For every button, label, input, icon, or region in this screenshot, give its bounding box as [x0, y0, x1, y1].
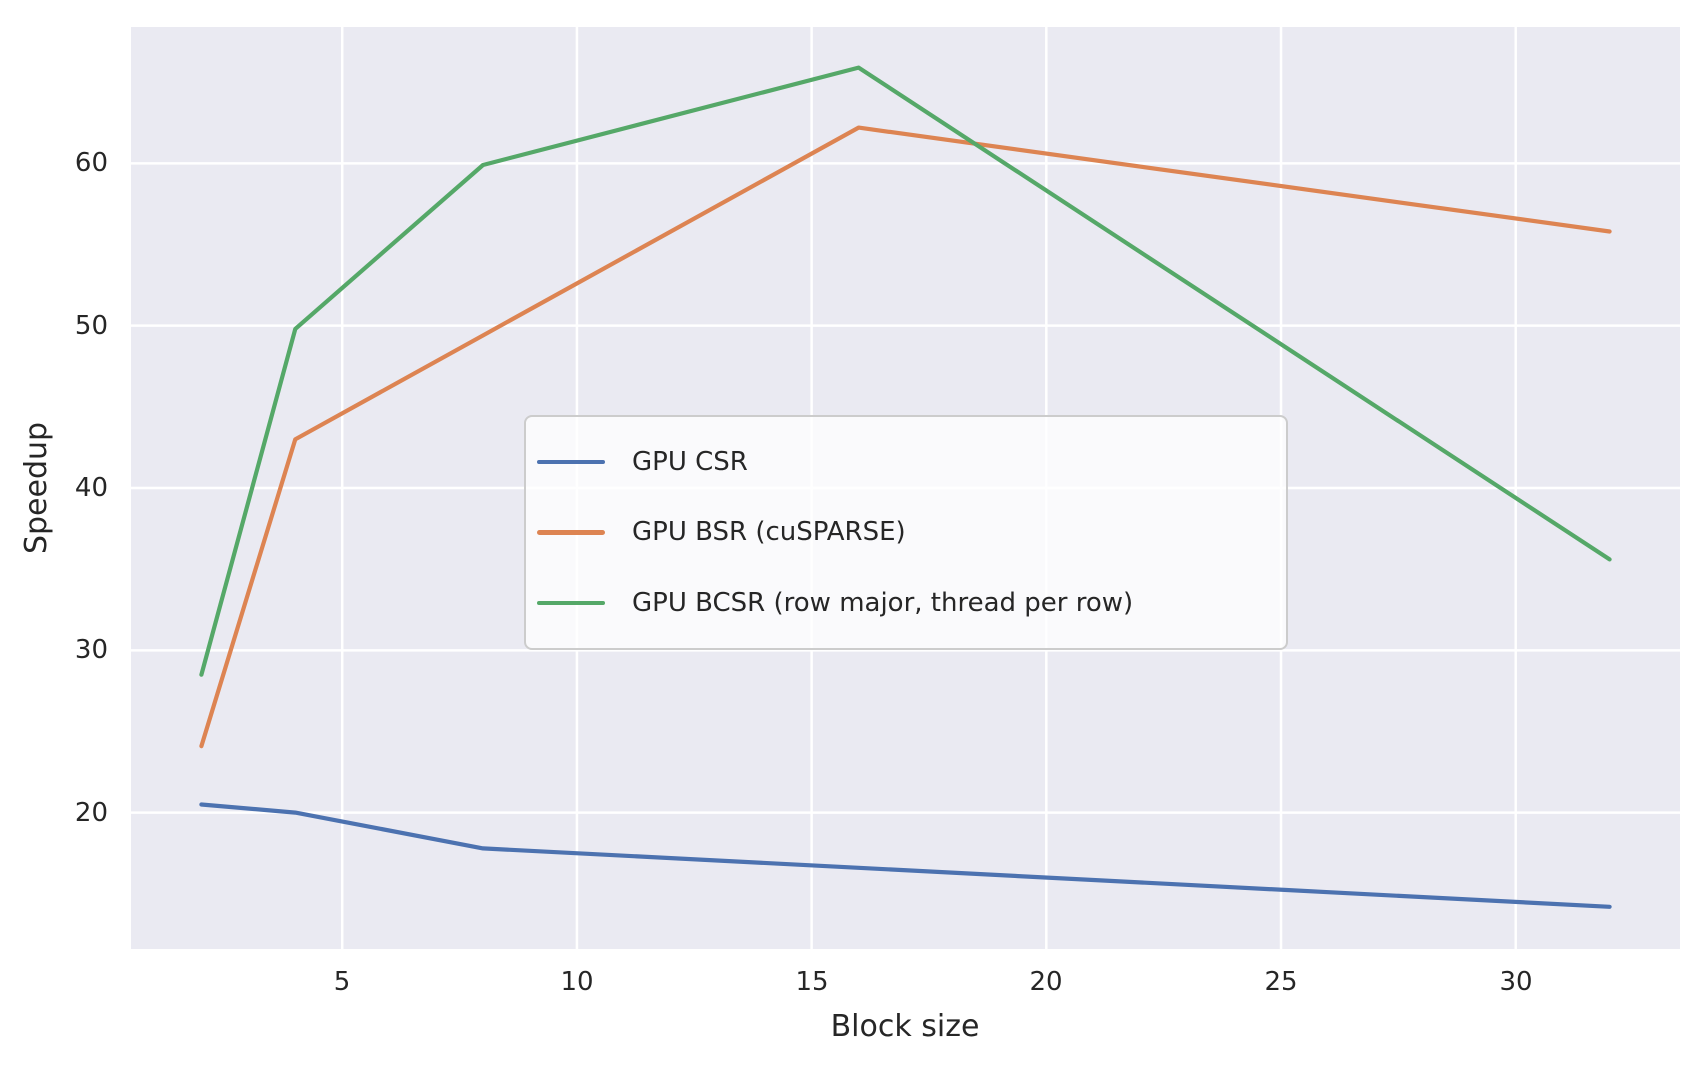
series-line-gpu-bsr-cusparse — [199, 125, 1612, 749]
legend-item-gpu-bsr-cusparse: GPU BSR (cuSPARSE) — [537, 519, 1270, 545]
y-tick-label: 60 — [74, 148, 108, 178]
series-line-gpu-csr — [199, 802, 1612, 909]
legend-line-swatch — [537, 600, 605, 606]
series-line-gpu-bcsr-row-major-thread-per-row — [199, 65, 1612, 677]
x-tick-label: 25 — [1264, 967, 1298, 997]
legend-line-swatch — [537, 530, 605, 535]
legend-line-swatch — [537, 459, 605, 465]
legend-label: GPU BCSR (row major, thread per row) — [632, 587, 1134, 618]
x-axis-label: Block size — [830, 1009, 980, 1044]
legend-item-gpu-bcsr-row-major-thread-per-row: GPU BCSR (row major, thread per row) — [537, 590, 1270, 616]
y-tick-label: 30 — [74, 635, 108, 665]
x-tick-label: 15 — [795, 967, 829, 997]
y-tick-label: 50 — [74, 311, 108, 341]
legend: GPU CSR GPU BSR (cuSPARSE) GPU BCSR (row m… — [524, 415, 1288, 650]
y-axis-label: Speedup — [19, 421, 54, 555]
x-tick-label: 20 — [1029, 967, 1063, 997]
legend-label: GPU BSR (cuSPARSE) — [632, 517, 906, 548]
legend-label: GPU CSR — [632, 447, 748, 478]
legend-item-gpu-csr: GPU CSR — [537, 449, 1270, 475]
x-tick-label: 10 — [560, 967, 594, 997]
x-tick-label: 30 — [1499, 967, 1533, 997]
x-tick-label: 5 — [333, 967, 351, 997]
y-tick-label: 40 — [74, 473, 108, 503]
y-tick-label: 20 — [74, 798, 108, 828]
